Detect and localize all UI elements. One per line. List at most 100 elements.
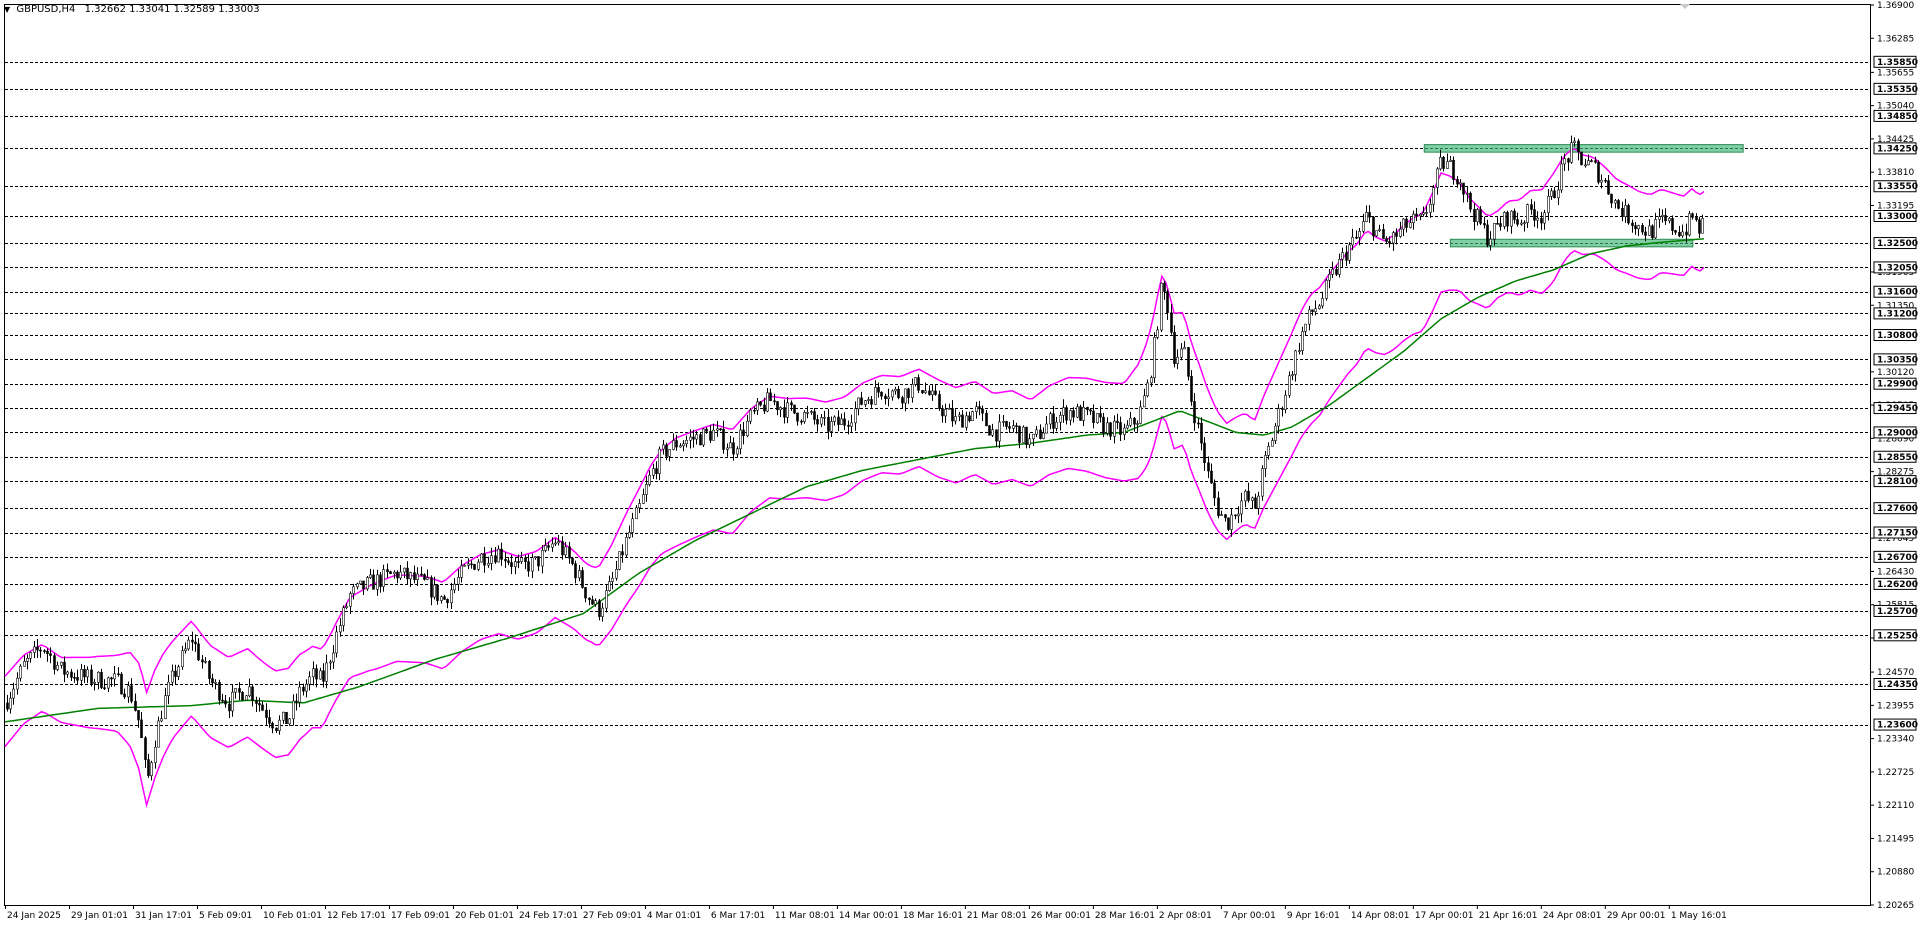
candle[interactable] xyxy=(1335,264,1338,277)
candle[interactable] xyxy=(504,551,507,568)
candle[interactable] xyxy=(904,388,907,412)
candle[interactable] xyxy=(534,556,537,560)
candle[interactable] xyxy=(709,424,712,443)
candle[interactable] xyxy=(245,695,248,701)
candle[interactable] xyxy=(867,396,870,404)
candle[interactable] xyxy=(9,691,12,714)
candle[interactable] xyxy=(1688,210,1691,237)
candle[interactable] xyxy=(729,435,732,449)
candle[interactable] xyxy=(961,410,964,428)
candle[interactable] xyxy=(605,583,608,613)
candle[interactable] xyxy=(1648,219,1651,236)
candle[interactable] xyxy=(113,666,116,687)
candle[interactable] xyxy=(137,710,140,728)
candle[interactable] xyxy=(988,424,991,436)
candle[interactable] xyxy=(951,400,954,427)
candle[interactable] xyxy=(1294,349,1297,382)
candle[interactable] xyxy=(544,538,547,553)
candle[interactable] xyxy=(1176,349,1179,370)
candle[interactable] xyxy=(53,653,56,675)
candle[interactable] xyxy=(66,670,69,678)
candle[interactable] xyxy=(1563,153,1566,171)
candle[interactable] xyxy=(134,693,137,712)
candle[interactable] xyxy=(1331,261,1334,278)
candle[interactable] xyxy=(968,411,971,423)
candle[interactable] xyxy=(1368,205,1371,223)
candle[interactable] xyxy=(618,551,621,571)
candle[interactable] xyxy=(1045,415,1048,434)
candle[interactable] xyxy=(1025,426,1028,449)
candle[interactable] xyxy=(796,412,799,426)
candle[interactable] xyxy=(234,688,237,699)
candle[interactable] xyxy=(749,408,752,425)
candle[interactable] xyxy=(443,594,446,600)
candle[interactable] xyxy=(1096,413,1099,424)
candle[interactable] xyxy=(517,554,520,569)
candle[interactable] xyxy=(591,595,594,605)
candle[interactable] xyxy=(130,678,133,704)
candle[interactable] xyxy=(1436,167,1439,195)
candle[interactable] xyxy=(23,655,26,667)
candle[interactable] xyxy=(1203,437,1206,471)
candle[interactable] xyxy=(753,406,756,415)
candle[interactable] xyxy=(786,396,789,424)
candle[interactable] xyxy=(359,580,362,585)
candle[interactable] xyxy=(1624,198,1627,223)
candle[interactable] xyxy=(1015,422,1018,434)
candle[interactable] xyxy=(507,556,510,566)
candle[interactable] xyxy=(285,711,288,725)
candle[interactable] xyxy=(921,389,924,395)
candle[interactable] xyxy=(19,664,22,682)
candle[interactable] xyxy=(806,405,809,419)
candle[interactable] xyxy=(393,570,396,579)
candle[interactable] xyxy=(1627,203,1630,225)
candle[interactable] xyxy=(1022,425,1025,443)
candle[interactable] xyxy=(665,442,668,461)
candle[interactable] xyxy=(954,409,957,425)
candle[interactable] xyxy=(779,406,782,417)
candle[interactable] xyxy=(480,552,483,563)
candle[interactable] xyxy=(1230,508,1233,537)
candle[interactable] xyxy=(1234,514,1237,520)
candle[interactable] xyxy=(1079,404,1082,421)
candle[interactable] xyxy=(460,559,463,583)
candle[interactable] xyxy=(1190,370,1193,406)
candle[interactable] xyxy=(1405,217,1408,233)
candle[interactable] xyxy=(164,687,167,720)
candle[interactable] xyxy=(1012,420,1015,433)
candle[interactable] xyxy=(742,421,745,445)
candle[interactable] xyxy=(1661,209,1664,223)
candle[interactable] xyxy=(187,636,190,651)
candle[interactable] xyxy=(1318,304,1321,310)
candle[interactable] xyxy=(705,427,708,434)
candle[interactable] xyxy=(635,505,638,520)
candle[interactable] xyxy=(1621,201,1624,222)
candle[interactable] xyxy=(288,718,291,726)
candle[interactable] xyxy=(638,499,641,514)
candle[interactable] xyxy=(90,664,93,687)
candle[interactable] xyxy=(379,571,382,593)
candle[interactable] xyxy=(759,400,762,407)
candle[interactable] xyxy=(1288,371,1291,399)
candle[interactable] xyxy=(1631,219,1634,233)
candle[interactable] xyxy=(1304,323,1307,336)
candle[interactable] xyxy=(467,558,470,570)
candle[interactable] xyxy=(1362,213,1365,234)
candle[interactable] xyxy=(854,401,857,431)
candle[interactable] xyxy=(675,435,678,451)
candle[interactable] xyxy=(1425,205,1428,218)
candle[interactable] xyxy=(127,681,130,703)
candle[interactable] xyxy=(692,429,695,448)
candle[interactable] xyxy=(1028,433,1031,449)
candle[interactable] xyxy=(312,661,315,686)
candle[interactable] xyxy=(413,565,416,584)
candle[interactable] xyxy=(1072,407,1075,423)
candle[interactable] xyxy=(985,409,988,427)
candle[interactable] xyxy=(43,649,46,654)
candle[interactable] xyxy=(598,598,601,621)
candle[interactable] xyxy=(823,410,826,426)
candle[interactable] xyxy=(685,435,688,448)
candle[interactable] xyxy=(1338,253,1341,278)
candle[interactable] xyxy=(732,437,735,461)
candle[interactable] xyxy=(658,446,661,481)
